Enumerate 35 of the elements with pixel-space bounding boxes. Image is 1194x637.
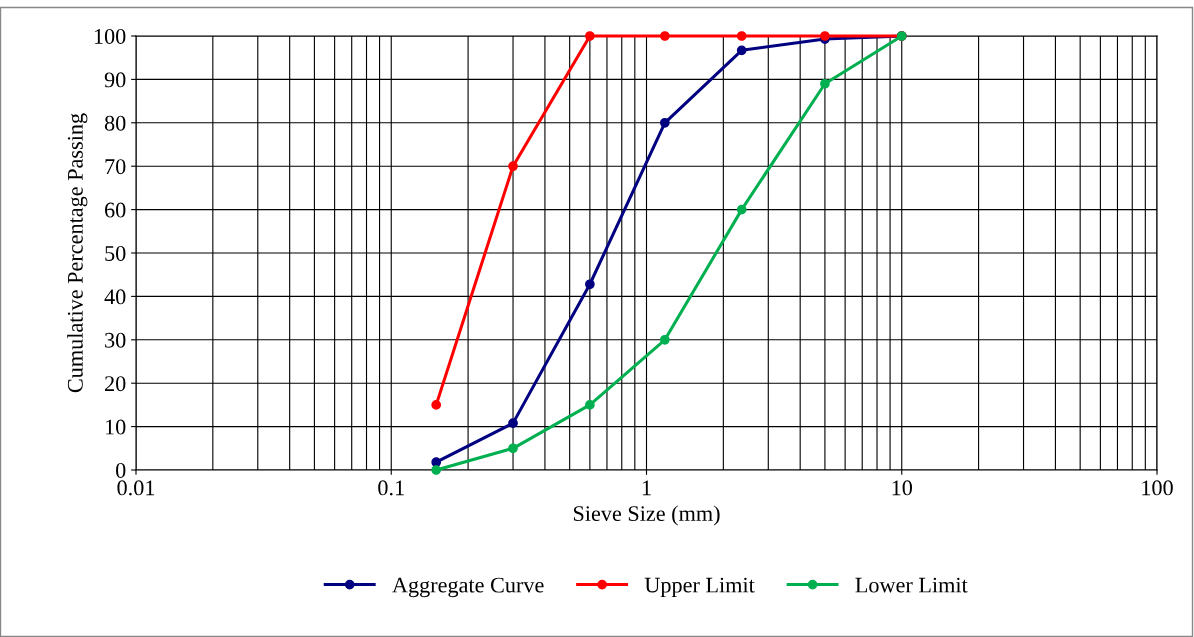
legend-label: Aggregate Curve <box>392 577 544 598</box>
point <box>431 465 442 475</box>
x-axis-title: Sieve Size (mm) <box>573 505 720 526</box>
point <box>659 334 670 345</box>
y-axis-title: Cumulative Percentage Passing <box>67 113 88 393</box>
point <box>508 418 518 428</box>
point <box>585 31 595 41</box>
point <box>736 45 747 56</box>
y-tick-label: 70 <box>105 159 126 175</box>
x-tick-label: 0.01 <box>117 480 155 496</box>
y-tick-label: 10 <box>106 419 126 435</box>
point <box>508 443 518 454</box>
y-tick-label: 40 <box>104 289 126 305</box>
y-tick-label: 80 <box>104 115 126 131</box>
point <box>508 161 518 172</box>
x-tick-label: 100 <box>1142 480 1173 496</box>
y-tick-label: 20 <box>105 376 126 392</box>
point <box>585 279 595 290</box>
x-tick-label: 10 <box>892 480 913 496</box>
x-tick-label: 0.1 <box>378 480 404 496</box>
x-tick-label: 1 <box>642 480 651 496</box>
point <box>659 117 670 128</box>
point <box>736 31 747 41</box>
point <box>431 400 442 410</box>
legend-label: Lower Limit <box>855 577 968 593</box>
y-tick-label: 30 <box>105 332 126 348</box>
y-tick-label: 100 <box>94 28 126 44</box>
y-tick-label: 50 <box>105 245 126 261</box>
point <box>659 31 670 41</box>
point <box>585 400 595 410</box>
legend-label: Upper Limit <box>644 577 755 598</box>
y-tick-label: 60 <box>105 202 126 218</box>
y-tick-label: 90 <box>104 72 126 88</box>
y-tick-label: 0 <box>116 462 126 478</box>
point <box>736 204 747 215</box>
